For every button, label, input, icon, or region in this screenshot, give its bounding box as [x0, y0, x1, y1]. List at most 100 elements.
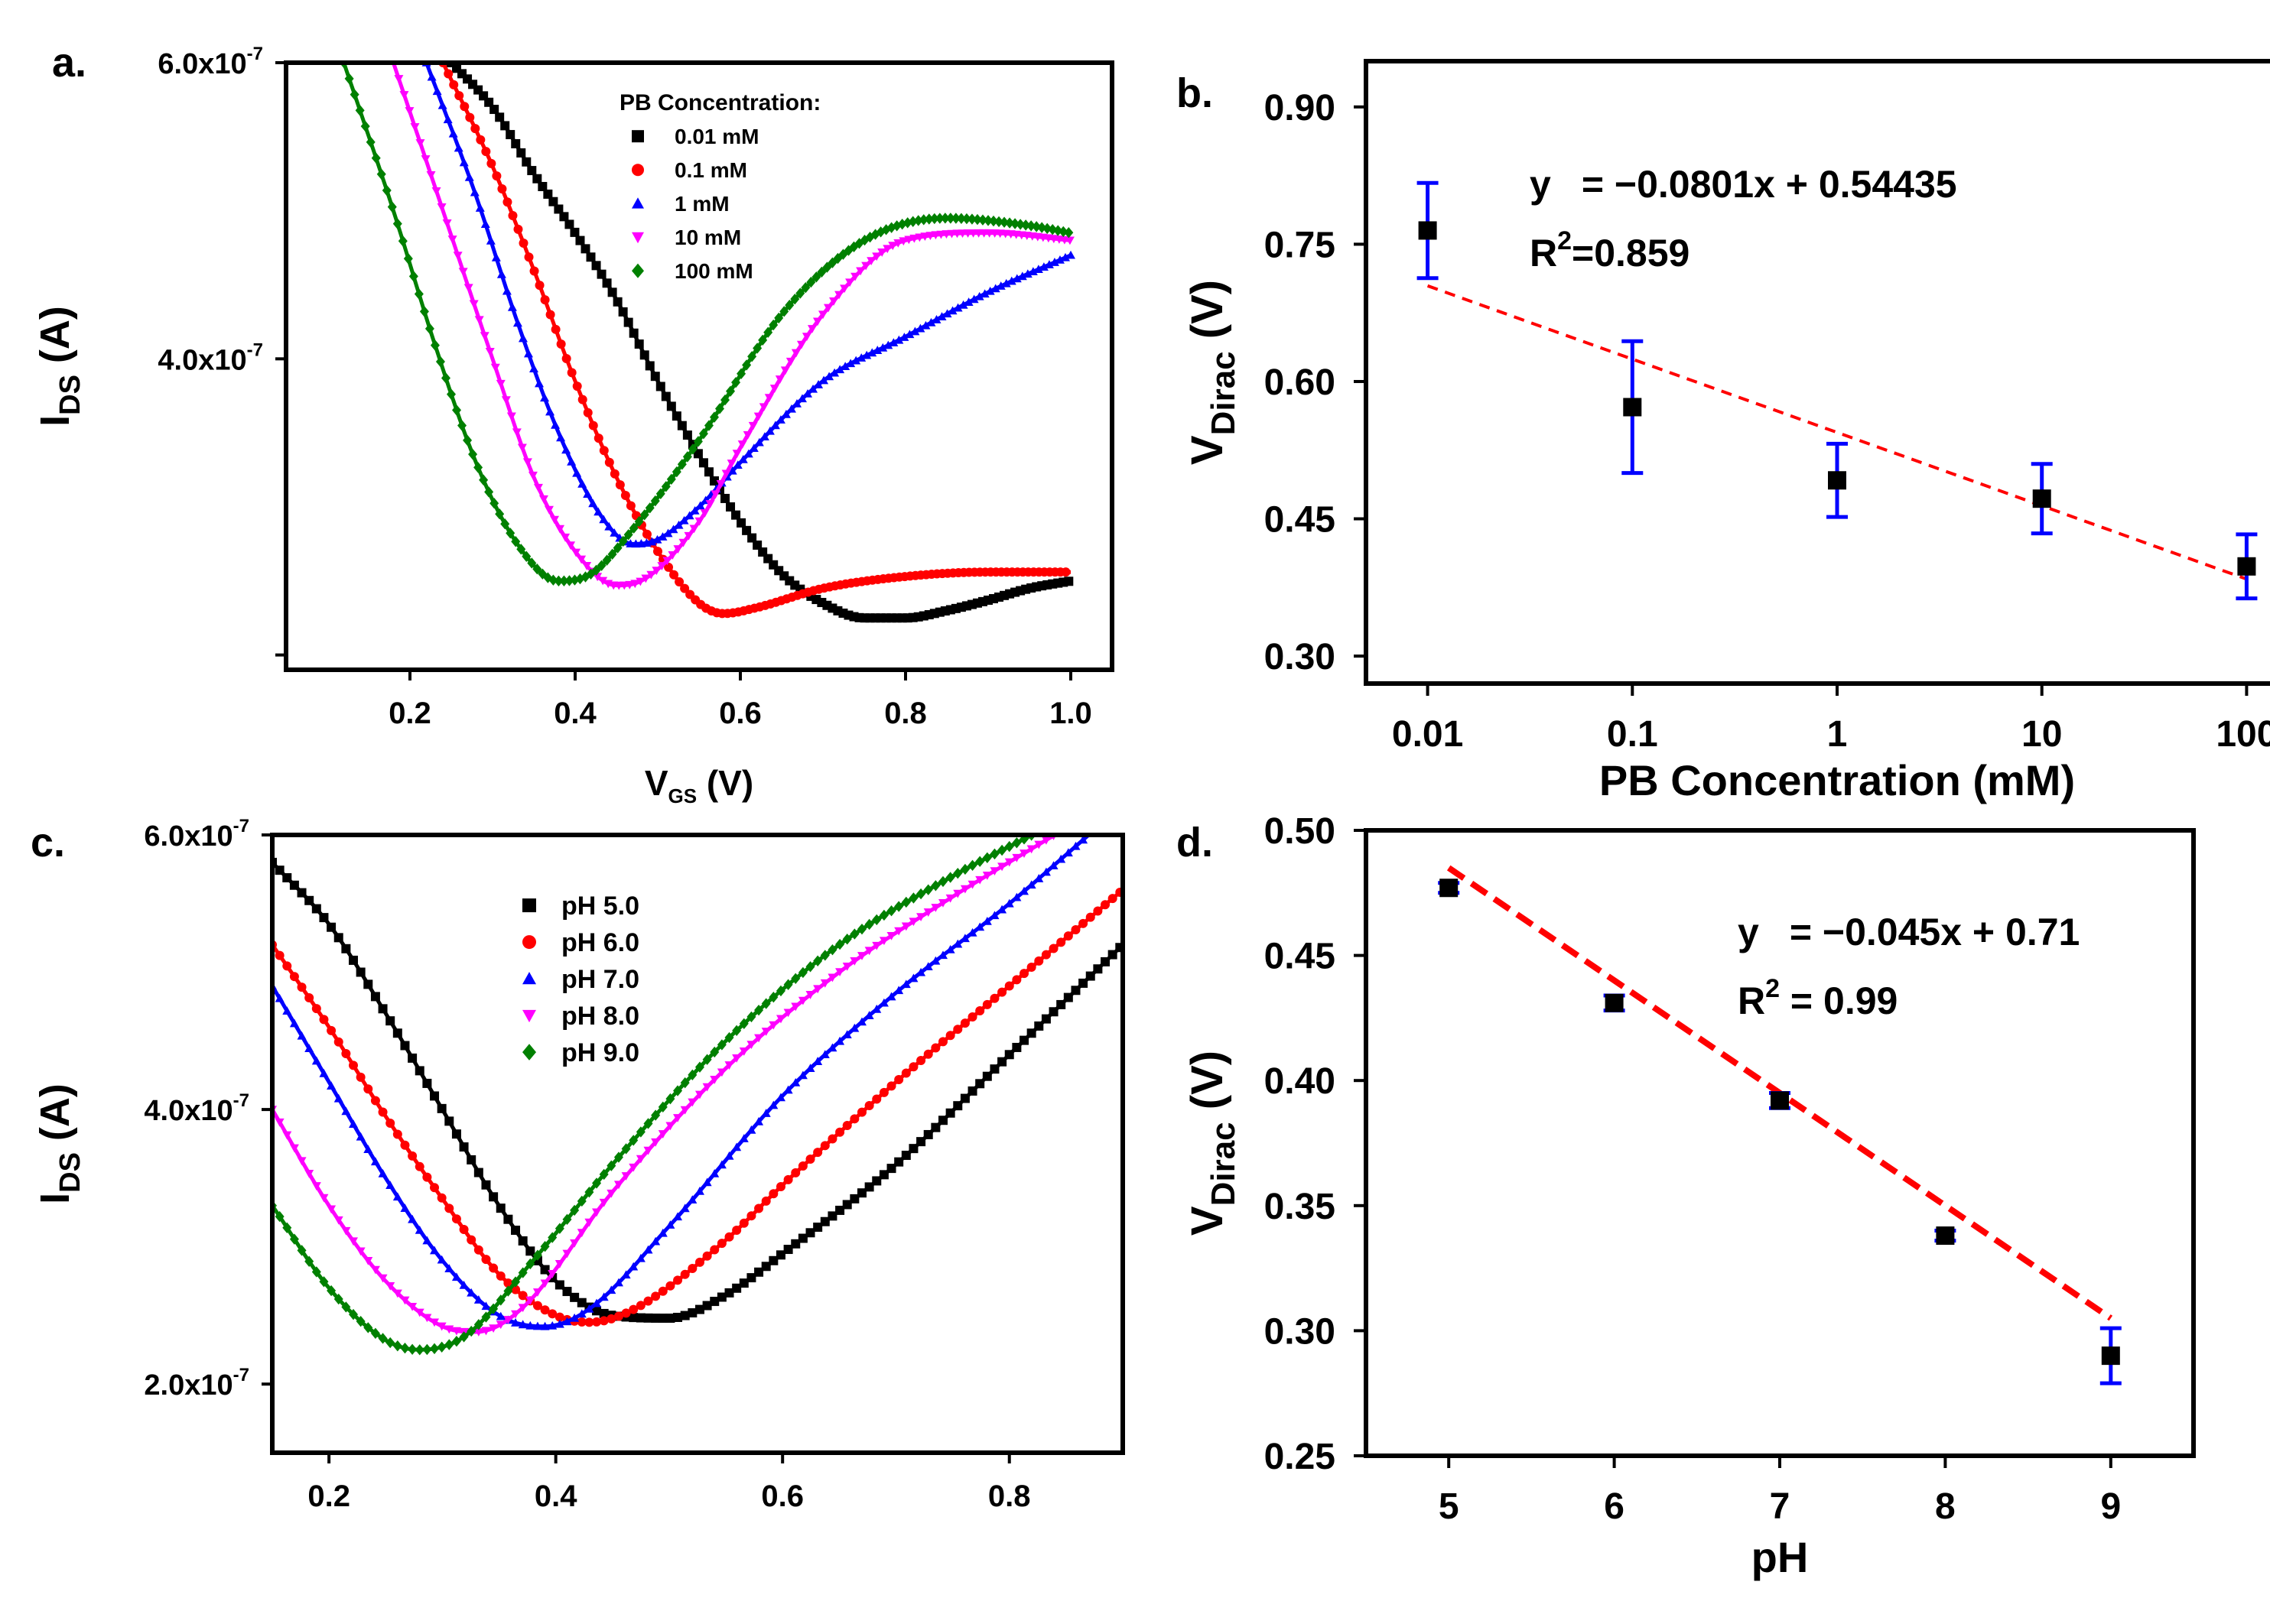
data-point: [694, 1186, 704, 1195]
x-tick-label: 10: [2021, 714, 2062, 755]
data-point: [749, 443, 759, 452]
data-point: [363, 1256, 373, 1265]
data-point: [1056, 999, 1066, 1009]
panel-label: a.: [52, 40, 86, 86]
data-point: [862, 350, 872, 359]
data-point: [567, 456, 577, 466]
data-point: [496, 1294, 506, 1306]
y-tick-exponent: -7: [247, 339, 263, 360]
data-point: [835, 1205, 845, 1215]
data-point: [451, 1336, 461, 1347]
data-point: [694, 517, 704, 526]
data-point: [727, 466, 737, 475]
data-point: [289, 1233, 299, 1245]
data-point: [938, 898, 948, 908]
data-point: [577, 1317, 587, 1327]
y-tick-label: 0.45: [1264, 937, 1335, 977]
data-point: [363, 979, 373, 989]
data-point: [761, 998, 771, 1009]
data-point: [1064, 227, 1074, 239]
data-point: [737, 440, 747, 449]
panel-label: d.: [1176, 820, 1213, 866]
data-point: [506, 412, 516, 421]
data-point: [732, 1225, 742, 1235]
data-point: [561, 353, 571, 363]
data-point: [532, 1249, 542, 1261]
data-point: [453, 252, 463, 261]
data-point: [894, 335, 904, 344]
data-point: [931, 880, 941, 892]
data-point: [548, 1232, 558, 1243]
x-tick-label: 0.8: [988, 1479, 1031, 1513]
data-point: [783, 1245, 793, 1255]
data-point: [769, 319, 779, 331]
data-point: [1012, 274, 1022, 283]
y-label-unit: (V): [1182, 280, 1232, 351]
data-point: [621, 1143, 631, 1155]
data-point: [886, 1164, 896, 1174]
data-point: [886, 905, 896, 917]
data-point: [698, 458, 708, 468]
data-point: [769, 1189, 779, 1199]
data-point: [915, 233, 925, 242]
data-point: [400, 1342, 410, 1354]
data-point: [916, 913, 926, 922]
data-point: [872, 1094, 882, 1104]
data-point: [592, 1177, 602, 1189]
data-point: [1056, 854, 1066, 863]
data-point: [554, 1319, 564, 1328]
data-point: [341, 1049, 351, 1059]
data-point: [921, 320, 931, 330]
data-point: [607, 1160, 616, 1171]
data-point: [665, 1122, 675, 1131]
data-point: [431, 187, 441, 196]
data-point: [457, 420, 467, 431]
data-point: [333, 1037, 343, 1047]
data-point: [551, 420, 561, 429]
data-point: [747, 533, 757, 543]
data-point: [532, 1288, 542, 1297]
plot-area: [275, 837, 1120, 1356]
x-tick-label: 0.8: [884, 697, 927, 730]
y-tick-label: 0.30: [1264, 1311, 1335, 1352]
data-point: [378, 1107, 388, 1117]
data-point: [562, 1249, 572, 1259]
fit-r-squared: R2=0.859: [1530, 226, 1689, 274]
data-point: [275, 857, 277, 867]
data-point: [785, 357, 795, 366]
data-point: [584, 1317, 594, 1327]
data-point: [931, 904, 941, 912]
data-point: [356, 1247, 366, 1256]
data-point: [1020, 1035, 1029, 1045]
data-point: [543, 189, 553, 199]
series-line: [275, 890, 1120, 1324]
data-point: [319, 1068, 329, 1077]
data-point: [470, 124, 480, 134]
data-point: [805, 961, 815, 973]
data-point: [623, 529, 633, 541]
data-point: [753, 343, 763, 354]
data-point: [470, 187, 480, 197]
data-point: [1056, 937, 1066, 947]
data-point: [715, 403, 724, 414]
data-point: [796, 340, 806, 349]
data-point: [704, 467, 714, 477]
data-point: [473, 1168, 483, 1177]
data-point: [516, 544, 526, 555]
data-point: [297, 1031, 307, 1040]
data-point: [586, 252, 596, 262]
data-point: [511, 1226, 521, 1236]
data-point: [940, 213, 950, 224]
data-point: [1012, 892, 1022, 901]
data-point: [894, 986, 904, 995]
data-point: [613, 1278, 623, 1287]
legend-label: pH 5.0: [561, 892, 639, 921]
plot-frame: [1364, 59, 2270, 686]
data-point: [824, 304, 834, 313]
data-point: [599, 446, 609, 456]
data-point: [675, 577, 685, 586]
data-point: [444, 69, 454, 79]
data-point: [508, 210, 518, 220]
data-point: [289, 1018, 299, 1028]
